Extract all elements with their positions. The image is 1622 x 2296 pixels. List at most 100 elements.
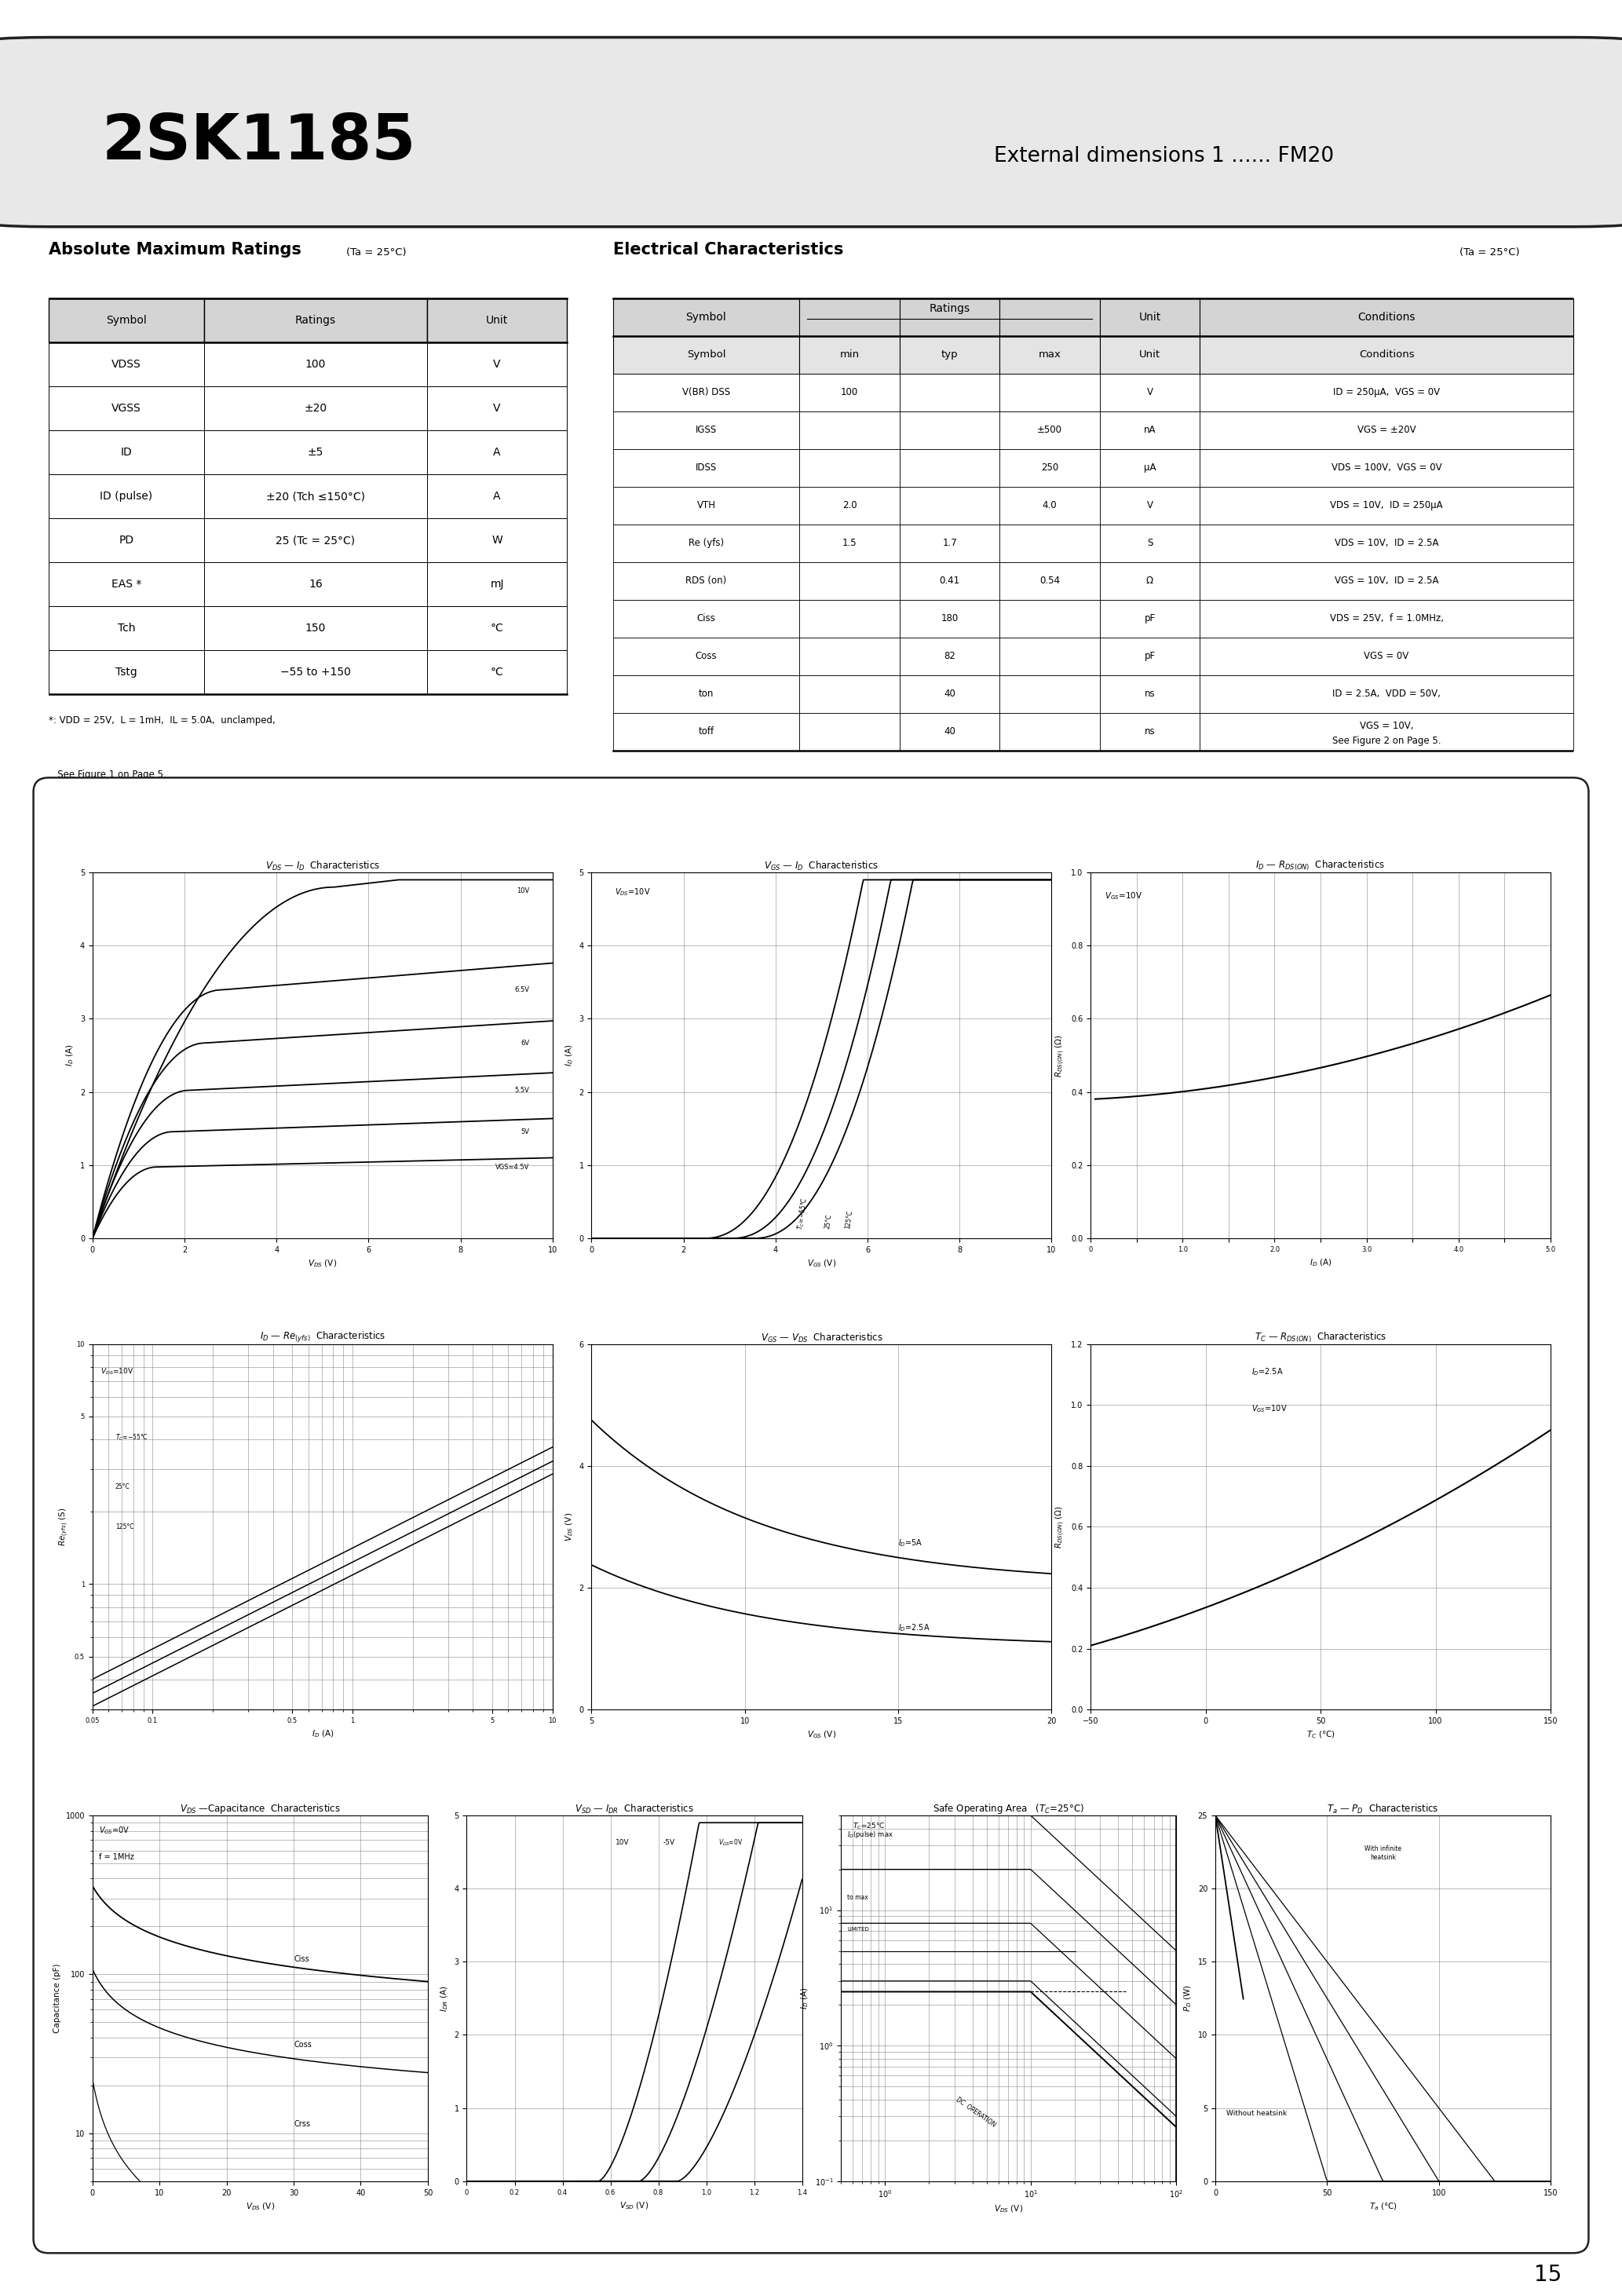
Text: IDSS: IDSS xyxy=(696,464,717,473)
Bar xyxy=(613,374,800,411)
Bar xyxy=(1200,298,1573,335)
Bar xyxy=(204,386,427,429)
Bar xyxy=(427,519,568,563)
Text: pF: pF xyxy=(1144,613,1155,625)
Text: ns: ns xyxy=(1145,726,1155,737)
Bar xyxy=(613,298,800,335)
Bar xyxy=(49,298,204,342)
X-axis label: $T_a$ (°C): $T_a$ (°C) xyxy=(1369,2202,1397,2211)
Bar xyxy=(900,523,999,563)
Bar xyxy=(613,411,800,450)
Bar xyxy=(999,638,1100,675)
Coss xyxy=(358,2053,378,2080)
Bar xyxy=(1100,675,1200,712)
Crss xyxy=(418,2273,438,2296)
Bar xyxy=(900,487,999,523)
Text: 2SK1185: 2SK1185 xyxy=(102,113,417,172)
Text: V: V xyxy=(493,358,501,370)
Bar xyxy=(204,563,427,606)
Title: $V_{DS}$ —Capacitance  Characteristics: $V_{DS}$ —Capacitance Characteristics xyxy=(180,1802,341,1816)
X-axis label: $V_{DS}$ (V): $V_{DS}$ (V) xyxy=(994,2204,1023,2216)
Bar xyxy=(800,599,900,638)
Text: Unit: Unit xyxy=(1139,349,1160,360)
Text: VTH: VTH xyxy=(697,501,715,510)
Text: Symbol: Symbol xyxy=(105,315,146,326)
Text: A: A xyxy=(493,491,501,503)
Text: ID = 2.5A,  VDD = 50V,: ID = 2.5A, VDD = 50V, xyxy=(1332,689,1440,698)
Crss xyxy=(242,2232,261,2259)
Text: VGS = ±20V: VGS = ±20V xyxy=(1358,425,1416,436)
Bar xyxy=(900,638,999,675)
Coss xyxy=(282,2046,302,2073)
Text: to max: to max xyxy=(847,1894,868,1901)
Text: VDSS: VDSS xyxy=(112,358,141,370)
Text: Ratings: Ratings xyxy=(929,303,970,315)
Bar xyxy=(800,487,900,523)
Y-axis label: $P_D$ (W): $P_D$ (W) xyxy=(1182,1984,1194,2011)
Text: toff: toff xyxy=(699,726,714,737)
Bar xyxy=(1100,335,1200,374)
Text: Tch: Tch xyxy=(117,622,135,634)
Bar xyxy=(49,386,204,429)
Bar xyxy=(204,429,427,475)
Text: Conditions: Conditions xyxy=(1358,312,1416,324)
Title: Safe Operating Area   ($T_C$=25°C): Safe Operating Area ($T_C$=25°C) xyxy=(933,1802,1085,1816)
Y-axis label: $I_D$ (A): $I_D$ (A) xyxy=(800,1986,811,2009)
Bar xyxy=(1200,563,1573,599)
Bar xyxy=(49,650,204,693)
Text: VGSS: VGSS xyxy=(112,402,141,413)
Bar xyxy=(427,563,568,606)
Bar xyxy=(800,374,900,411)
Bar xyxy=(204,519,427,563)
Text: $T_C$=−55°C: $T_C$=−55°C xyxy=(796,1196,811,1231)
Text: 180: 180 xyxy=(941,613,959,625)
Text: pF: pF xyxy=(1144,652,1155,661)
Text: DC  OPERATION: DC OPERATION xyxy=(954,2096,996,2128)
Bar xyxy=(800,638,900,675)
Text: VGS = 0V: VGS = 0V xyxy=(1364,652,1410,661)
Bar xyxy=(1100,599,1200,638)
Bar xyxy=(999,335,1100,374)
Text: 0.54: 0.54 xyxy=(1040,576,1059,585)
Text: ID: ID xyxy=(120,448,133,457)
Coss xyxy=(418,2060,438,2087)
Text: Absolute Maximum Ratings: Absolute Maximum Ratings xyxy=(49,241,302,257)
Bar xyxy=(427,650,568,693)
Text: Electrical Characteristics: Electrical Characteristics xyxy=(613,241,843,257)
Text: (Ta = 25°C): (Ta = 25°C) xyxy=(1460,248,1520,257)
Bar xyxy=(999,450,1100,487)
Ciss xyxy=(242,1947,261,1975)
Bar xyxy=(1200,675,1573,712)
Text: Conditions: Conditions xyxy=(1359,349,1414,360)
Text: PD: PD xyxy=(118,535,135,546)
Bar xyxy=(427,386,568,429)
Text: 40: 40 xyxy=(944,689,955,698)
Text: V: V xyxy=(493,402,501,413)
Text: max: max xyxy=(1038,349,1061,360)
Text: ns: ns xyxy=(1145,689,1155,698)
Text: $I_D$=2.5A: $I_D$=2.5A xyxy=(1252,1366,1283,1378)
Text: Symbol: Symbol xyxy=(686,349,725,360)
Bar xyxy=(800,450,900,487)
Text: 6.5V: 6.5V xyxy=(514,987,529,994)
Bar xyxy=(1100,712,1200,751)
Ciss xyxy=(83,1874,102,1901)
Bar xyxy=(613,487,800,523)
Bar xyxy=(800,563,900,599)
Line: Crss: Crss xyxy=(92,2082,428,2287)
Bar xyxy=(900,675,999,712)
Text: 25°C: 25°C xyxy=(824,1212,834,1228)
Bar xyxy=(999,374,1100,411)
Text: $T_C$=25°C: $T_C$=25°C xyxy=(853,1821,886,1832)
Text: V(BR) DSS: V(BR) DSS xyxy=(683,388,730,397)
Text: V: V xyxy=(1147,388,1153,397)
Text: RDS (on): RDS (on) xyxy=(686,576,727,585)
Text: V: V xyxy=(1147,501,1153,510)
Y-axis label: $I_D$ (A): $I_D$ (A) xyxy=(65,1045,76,1068)
Bar xyxy=(900,450,999,487)
Text: ID (pulse): ID (pulse) xyxy=(101,491,152,503)
FancyBboxPatch shape xyxy=(34,778,1588,2252)
Bar xyxy=(49,519,204,563)
X-axis label: $T_C$ (°C): $T_C$ (°C) xyxy=(1306,1729,1335,1740)
Bar xyxy=(1200,638,1573,675)
